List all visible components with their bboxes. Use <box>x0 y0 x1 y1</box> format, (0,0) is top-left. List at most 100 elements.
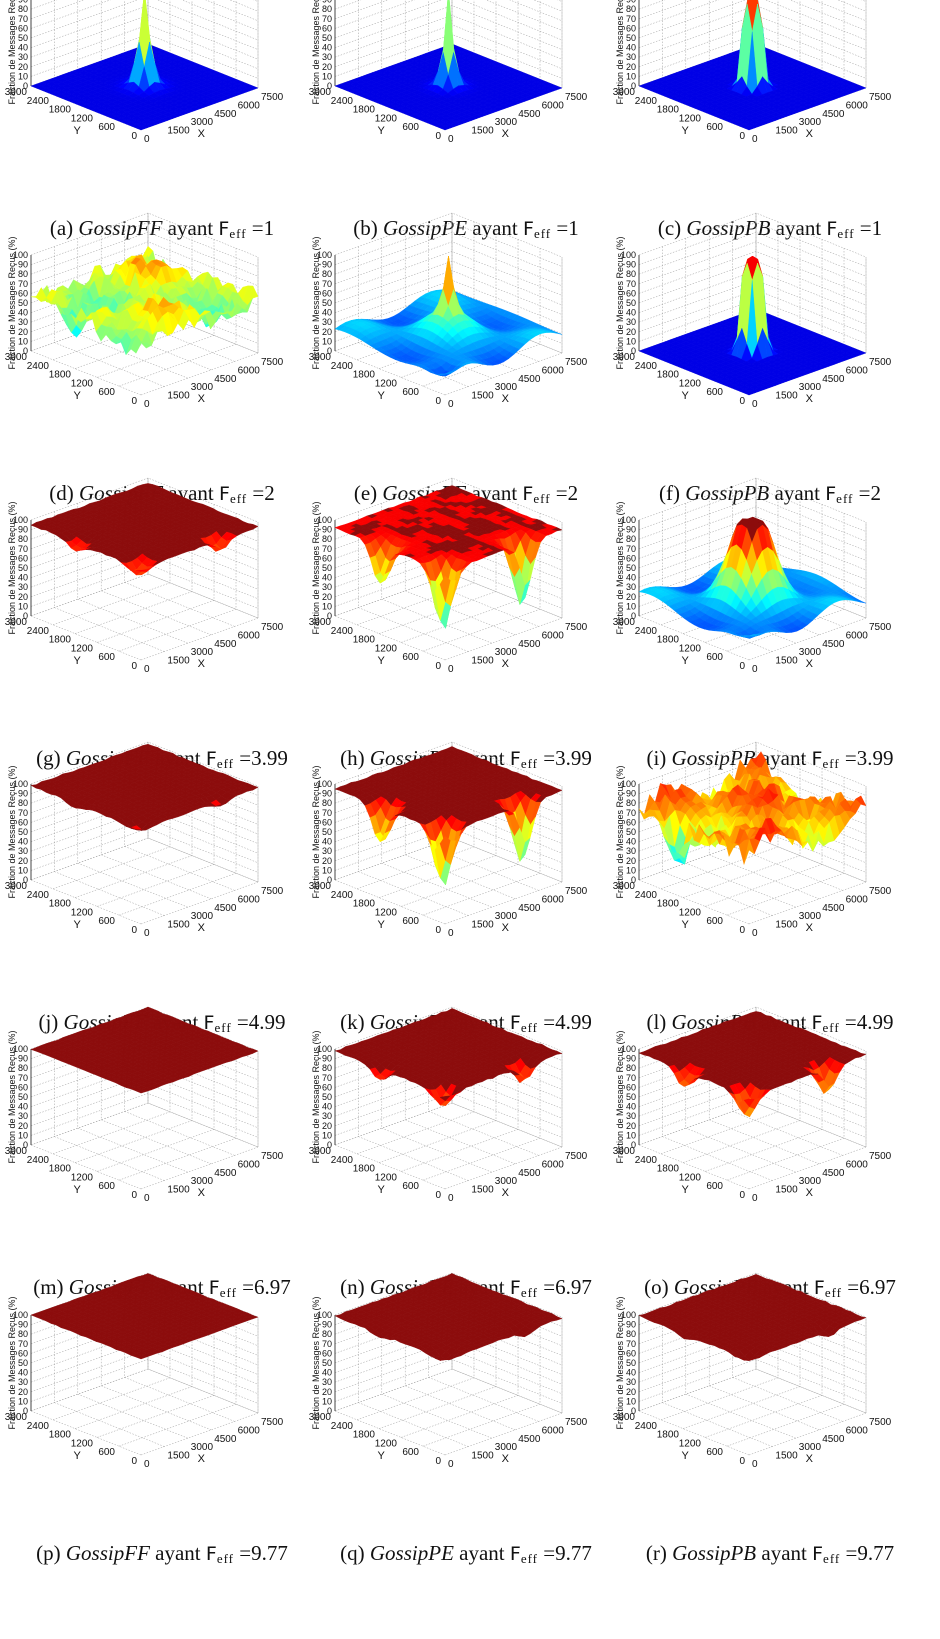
surface-cell <box>439 125 451 131</box>
y-tick-label: 1800 <box>657 370 680 381</box>
wall-gridline <box>30 573 259 619</box>
z-tick-label: 90 <box>322 0 332 5</box>
z-tick-label: 100 <box>13 515 28 525</box>
z-tick-label: 50 <box>626 298 636 308</box>
y-tick-label: 1800 <box>353 635 376 646</box>
z-tick-label: 50 <box>626 33 636 43</box>
z-tick-label: 90 <box>626 0 636 5</box>
z-axis-label: Fraction de Messages Reçus (%) <box>615 501 625 634</box>
y-axis-label: Y <box>682 390 690 402</box>
z-axis-label: Fraction de Messages Reçus (%) <box>615 236 625 369</box>
y-tick-label: 2400 <box>331 96 354 107</box>
z-tick-label: 0 <box>23 81 28 91</box>
y-tick-label: 1800 <box>657 105 680 116</box>
z-tick-label: 40 <box>18 43 28 53</box>
surface-mesh <box>30 0 259 131</box>
z-tick-label: 10 <box>18 336 28 346</box>
floor-gridline <box>404 494 516 636</box>
floor-gridline <box>77 767 188 908</box>
surface-mesh <box>638 255 867 396</box>
y-tick-label: 600 <box>402 122 419 133</box>
x-tick-label: 6000 <box>542 630 565 641</box>
z-tick-label: 60 <box>322 23 332 33</box>
surface-plot-b: 0102030405060708090100060012001800240030… <box>309 0 588 145</box>
z-tick-label: 60 <box>18 288 28 298</box>
z-tick-label: 50 <box>322 563 332 573</box>
x-axis-label: X <box>502 128 510 140</box>
caption-feff-symbol: F <box>811 748 823 770</box>
x-tick-label: 4500 <box>822 639 845 650</box>
x-tick-label: 0 <box>448 664 454 675</box>
x-tick-label: 4500 <box>822 109 845 120</box>
x-tick-label: 0 <box>144 664 150 675</box>
caption-feff-subscript: eff <box>836 491 854 506</box>
surface-cell <box>743 634 755 637</box>
z-axis-label: Fraction de Messages Reçus (%) <box>311 501 321 634</box>
caption-verb: ayant <box>467 216 523 240</box>
z-tick-label: 40 <box>626 573 636 583</box>
surface-cell <box>743 125 755 131</box>
caption-protocol: GossipPB <box>685 481 770 505</box>
z-tick-label: 70 <box>18 279 28 289</box>
x-tick-label: 3000 <box>495 117 518 128</box>
z-tick-label: 80 <box>322 4 332 14</box>
z-tick-label: 30 <box>626 317 636 327</box>
y-tick-label: 2400 <box>635 361 658 372</box>
caption-feff-symbol: F <box>523 218 534 240</box>
x-tick-label: 1500 <box>167 391 190 402</box>
y-tick-label: 2400 <box>331 626 354 637</box>
surface-mesh <box>334 255 563 377</box>
caption-tag: (i) <box>646 746 672 770</box>
floor-gridline <box>378 495 497 634</box>
z-tick-label: 30 <box>18 52 28 62</box>
y-tick-label: 1200 <box>679 378 702 389</box>
y-tick-label: 0 <box>739 131 745 142</box>
z-tick-label: 10 <box>626 71 636 81</box>
surface-cell <box>135 125 147 131</box>
z-tick-label: 60 <box>626 288 636 298</box>
caption-feff-subscript: eff <box>229 226 247 241</box>
y-tick-label: 2400 <box>635 96 658 107</box>
chart-panel-f: 0 10 20 30 40 50 60 70 80 90 100 0 600 1200 1800 2400 30… <box>613 212 914 532</box>
y-tick-label: 3000 <box>5 617 28 628</box>
x-tick-label: 4500 <box>214 639 237 650</box>
surface-plot-a: 0102030405060708090100060012001800240030… <box>5 0 284 145</box>
x-tick-label: 3000 <box>191 647 214 658</box>
z-tick-label: 80 <box>626 534 636 544</box>
surface-mesh <box>334 0 563 131</box>
floor-gridline <box>100 494 212 636</box>
caption-verb: ayant <box>770 216 827 240</box>
z-tick-label: 10 <box>18 601 28 611</box>
z-axis-label: Fraction de Messages Reçus (%) <box>615 0 625 105</box>
z-tick-label: 50 <box>18 33 28 43</box>
floor-gridline <box>118 777 237 916</box>
z-tick-label: 0 <box>23 346 28 356</box>
z-tick-label: 70 <box>626 279 636 289</box>
y-tick-label: 1800 <box>49 635 72 646</box>
y-tick-label: 600 <box>98 652 115 663</box>
z-tick-label: 50 <box>18 563 28 573</box>
y-tick-label: 2400 <box>27 361 50 372</box>
y-tick-label: 0 <box>131 396 137 407</box>
surface-mesh <box>638 516 867 639</box>
z-tick-label: 90 <box>626 260 636 270</box>
z-tick-label: 40 <box>18 573 28 583</box>
z-tick-label: 10 <box>18 71 28 81</box>
y-axis-label: Y <box>74 390 82 402</box>
caption-verb: ayant <box>769 481 826 505</box>
caption-feff-value: =1 <box>246 216 275 240</box>
floor-gridline <box>422 513 541 652</box>
z-tick-label: 30 <box>322 52 332 62</box>
z-tick-label: 10 <box>322 601 332 611</box>
x-tick-label: 7500 <box>869 357 892 368</box>
surface-cell <box>743 390 755 396</box>
y-tick-label: 600 <box>402 387 419 398</box>
y-tick-label: 3000 <box>613 352 636 363</box>
surface-plot-d: 0102030405060708090100060012001800240030… <box>5 212 284 410</box>
caption-feff-symbol: F <box>826 218 838 240</box>
z-tick-label: 20 <box>322 62 332 72</box>
y-axis-label: Y <box>378 125 386 137</box>
z-tick-label: 70 <box>322 544 332 554</box>
y-tick-label: 0 <box>131 661 137 672</box>
